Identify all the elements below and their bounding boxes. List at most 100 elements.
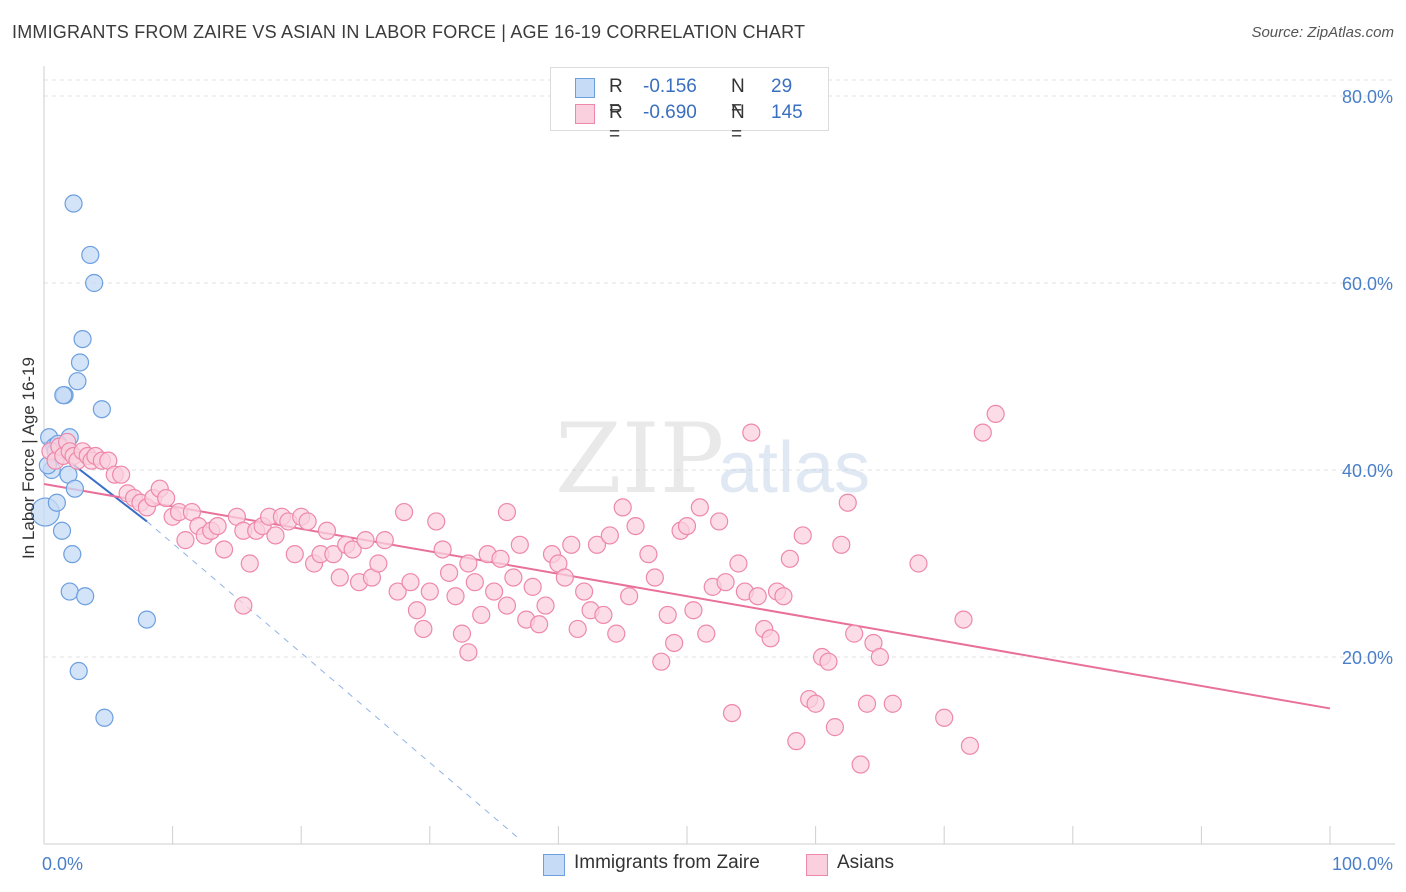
point-asians (722, 703, 742, 723)
point-asians (536, 596, 555, 615)
legend-n-value: 145 (771, 102, 803, 123)
point-asians (459, 554, 478, 573)
point-asians (298, 512, 317, 531)
point-asians (317, 521, 337, 540)
legend-n-label: N = (731, 102, 745, 145)
point-asians (240, 554, 259, 573)
point-zaire (137, 610, 156, 629)
legend-r-label: R = (609, 102, 623, 145)
point-asians (214, 540, 234, 559)
point-asians (407, 601, 427, 620)
legend-swatch-asians (575, 104, 595, 124)
point-asians (761, 629, 780, 648)
point-zaire (52, 521, 72, 540)
point-asians (774, 587, 793, 606)
point-asians (356, 531, 375, 550)
point-asians (176, 531, 195, 550)
point-asians (459, 643, 478, 662)
x-tick-label: 100.0% (1332, 854, 1393, 874)
point-zaire (92, 400, 111, 419)
point-asians (234, 596, 253, 615)
point-zaire (69, 661, 88, 681)
point-asians (716, 573, 735, 592)
point-asians (433, 540, 452, 559)
point-asians (497, 596, 517, 615)
point-asians (665, 633, 684, 653)
point-zaire (64, 194, 83, 213)
point-asians (465, 573, 484, 592)
point-asians (587, 535, 607, 554)
point-asians (851, 755, 870, 774)
point-asians (806, 694, 825, 713)
point-asians (883, 694, 902, 713)
legend-r-value: -0.690 (643, 102, 697, 123)
point-asians (446, 587, 465, 606)
point-asians (825, 718, 844, 737)
point-asians (793, 526, 812, 545)
point-asians (607, 624, 626, 643)
point-zaire (47, 493, 66, 512)
point-asians (523, 577, 542, 596)
point-asians (613, 498, 632, 517)
point-zaire (68, 372, 87, 391)
point-asians (401, 573, 420, 592)
point-asians (266, 526, 285, 545)
legend-n-label: N = (731, 76, 745, 119)
watermark: ZIP atlas (555, 403, 870, 515)
point-asians (343, 540, 362, 559)
point-zaire (81, 245, 100, 265)
y-tick-label: 40.0% (1342, 461, 1393, 481)
point-asians (112, 465, 131, 484)
point-asians (452, 624, 472, 643)
point-asians (414, 619, 433, 639)
point-asians (485, 582, 504, 601)
x-tick-label: 0.0% (42, 854, 83, 874)
point-asians (594, 605, 613, 625)
bottom-legend-label-zaire: Immigrants from Zaire (574, 852, 760, 873)
point-asians (954, 610, 973, 629)
point-zaire (70, 353, 90, 372)
point-asians (472, 605, 491, 625)
point-zaire (73, 330, 92, 349)
point-asians (935, 708, 954, 727)
bottom-legend-swatch-zaire (543, 854, 565, 876)
point-asians (324, 545, 343, 564)
point-asians (439, 563, 459, 582)
point-asians (575, 582, 594, 601)
point-asians (639, 545, 658, 564)
point-asians (973, 423, 992, 442)
point-asians (684, 601, 703, 620)
point-asians (986, 404, 1005, 423)
point-asians (909, 554, 928, 573)
y-tick-label: 80.0% (1342, 87, 1393, 107)
point-zaire (65, 479, 84, 498)
watermark-zip: ZIP (555, 403, 724, 515)
point-asians (742, 423, 761, 442)
bottom-legend-swatch-asians (806, 854, 828, 876)
point-asians (388, 582, 407, 601)
x-tick-labels: 0.0% 100.0% (42, 854, 1393, 874)
point-asians (491, 549, 510, 568)
point-asians (330, 568, 349, 587)
point-asians (710, 512, 729, 531)
point-asians (568, 619, 587, 639)
point-asians (729, 554, 748, 573)
point-asians (555, 568, 574, 587)
point-asians (645, 568, 664, 587)
point-zaire (95, 708, 114, 727)
point-asians (838, 493, 857, 512)
point-asians (375, 531, 394, 550)
point-asians (787, 732, 806, 751)
point-asians (960, 736, 980, 755)
chart-title: IMMIGRANTS FROM ZAIRE VS ASIAN IN LABOR … (12, 22, 806, 42)
y-axis-label: In Labor Force | Age 16-19 (19, 357, 38, 559)
point-asians (420, 582, 439, 601)
point-zaire (63, 545, 82, 564)
point-asians (562, 535, 581, 554)
point-asians (819, 652, 838, 671)
point-asians (285, 545, 304, 564)
y-tick-label: 60.0% (1342, 274, 1393, 294)
point-asians (857, 694, 877, 713)
point-asians (497, 502, 517, 522)
